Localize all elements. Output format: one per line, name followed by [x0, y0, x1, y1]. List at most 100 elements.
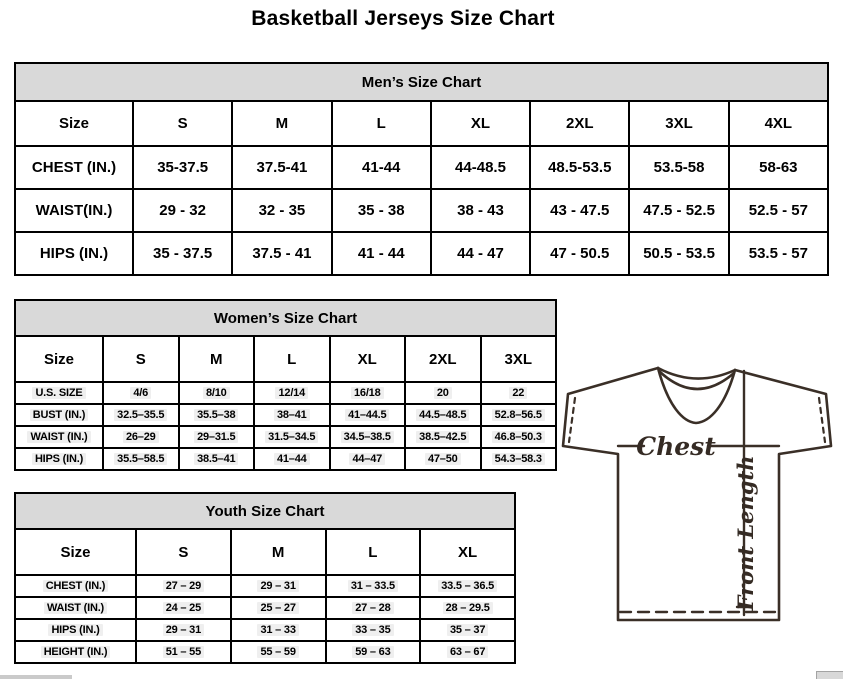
youth-value-cell: 35 – 37 — [419, 618, 516, 642]
womens-value-cell: 54.3–58.3 — [479, 447, 557, 471]
jersey-measurement-diagram: Chest Front Length — [561, 366, 833, 622]
youth-col-header: M — [229, 528, 327, 576]
mens-value-cell: 37.5-41 — [231, 145, 333, 190]
v-neckline — [656, 366, 737, 425]
womens-value-cell: 44–47 — [328, 447, 406, 471]
womens-value-cell: 34.5–38.5 — [328, 425, 406, 449]
mens-value-cell: 47.5 - 52.5 — [628, 188, 730, 233]
womens-row-label: WAIST (IN.) — [14, 425, 104, 449]
youth-row-label: CHEST (IN.) — [14, 574, 137, 598]
youth-value-cell: 55 – 59 — [229, 640, 327, 664]
youth-value-cell: 51 – 55 — [135, 640, 232, 664]
womens-value-cell: 41–44.5 — [328, 403, 406, 427]
womens-value-cell: 47–50 — [404, 447, 482, 471]
mens-row-label: HIPS (IN.) — [14, 231, 134, 276]
youth-value-cell: 25 – 27 — [229, 596, 327, 620]
womens-value-cell: 8/10 — [177, 381, 255, 405]
womens-value-cell: 44.5–48.5 — [404, 403, 482, 427]
mens-value-cell: 58-63 — [727, 145, 830, 190]
jersey-outline — [561, 366, 833, 622]
womens-value-cell: 12/14 — [253, 381, 331, 405]
womens-col-header: XL — [328, 335, 406, 383]
page-title: Basketball Jerseys Size Chart — [251, 7, 555, 30]
womens-col-header: L — [253, 335, 331, 383]
mens-value-cell: 47 - 50.5 — [529, 231, 631, 276]
womens-value-cell: 22 — [479, 381, 557, 405]
youth-col-header: XL — [419, 528, 516, 576]
mens-col-header: M — [231, 100, 333, 147]
mens-value-cell: 35-37.5 — [131, 145, 234, 190]
womens-col-header: M — [177, 335, 255, 383]
womens-value-cell: 26–29 — [102, 425, 180, 449]
youth-value-cell: 33.5 – 36.5 — [419, 574, 516, 598]
mens-value-cell: 53.5-58 — [628, 145, 730, 190]
front-length-label: Front Length — [733, 456, 758, 612]
mens-row-label: CHEST (IN.) — [14, 145, 134, 190]
womens-value-cell: 31.5–34.5 — [253, 425, 331, 449]
collar-band-top — [656, 366, 737, 380]
womens-value-cell: 52.8–56.5 — [479, 403, 557, 427]
youth-value-cell: 59 – 63 — [324, 640, 422, 664]
womens-value-cell: 38.5–41 — [177, 447, 255, 471]
mens-col-header: S — [131, 100, 234, 147]
mens-value-cell: 37.5 - 41 — [231, 231, 333, 276]
mens-value-cell: 44 - 47 — [429, 231, 532, 276]
mens-value-cell: 41-44 — [330, 145, 432, 190]
mens-value-cell: 35 - 37.5 — [131, 231, 234, 276]
youth-value-cell: 27 – 28 — [324, 596, 422, 620]
youth-row-label: HEIGHT (IN.) — [14, 640, 137, 664]
womens-row-label: BUST (IN.) — [14, 403, 104, 427]
youth-col-header: Size — [14, 528, 137, 576]
womens-col-header: 3XL — [479, 335, 557, 383]
horizontal-scrollbar-thumb[interactable] — [0, 675, 72, 679]
womens-col-header: 2XL — [404, 335, 482, 383]
youth-row-label: HIPS (IN.) — [14, 618, 137, 642]
collar-band-bottom — [657, 369, 736, 391]
youth-col-header: S — [135, 528, 232, 576]
mens-value-cell: 38 - 43 — [429, 188, 532, 233]
womens-row-label: U.S. SIZE — [14, 381, 104, 405]
mens-value-cell: 32 - 35 — [231, 188, 333, 233]
womens-value-cell: 16/18 — [328, 381, 406, 405]
womens-size-chart-table: Women’s Size Chart Size S M L XL 2XL 3XL… — [14, 299, 557, 471]
mens-col-header: 2XL — [529, 100, 631, 147]
youth-value-cell: 27 – 29 — [135, 574, 232, 598]
womens-value-cell: 38.5–42.5 — [404, 425, 482, 449]
mens-size-chart-table: Men’s Size Chart Size S M L XL 2XL 3XL 4… — [14, 62, 830, 276]
youth-value-cell: 63 – 67 — [419, 640, 516, 664]
womens-value-cell: 29–31.5 — [177, 425, 255, 449]
youth-value-cell: 33 – 35 — [324, 618, 422, 642]
mens-col-header: Size — [14, 100, 134, 147]
mens-col-header: 4XL — [727, 100, 830, 147]
youth-value-cell: 28 – 29.5 — [419, 596, 516, 620]
front-length-measure-line — [735, 369, 753, 617]
womens-value-cell: 32.5–35.5 — [102, 403, 180, 427]
mens-chart-title: Men’s Size Chart — [14, 62, 829, 102]
mens-value-cell: 41 - 44 — [330, 231, 432, 276]
youth-chart-title: Youth Size Chart — [14, 492, 516, 530]
mens-value-cell: 50.5 - 53.5 — [628, 231, 730, 276]
womens-value-cell: 35.5–38 — [177, 403, 255, 427]
youth-row-label: WAIST (IN.) — [14, 596, 137, 620]
youth-col-header: L — [324, 528, 422, 576]
womens-row-label: HIPS (IN.) — [14, 447, 104, 471]
youth-value-cell: 31 – 33 — [229, 618, 327, 642]
youth-value-cell: 29 – 31 — [135, 618, 232, 642]
mens-value-cell: 52.5 - 57 — [727, 188, 830, 233]
left-cuff-dashed-seam — [567, 396, 577, 444]
womens-value-cell: 4/6 — [102, 381, 180, 405]
youth-value-cell: 24 – 25 — [135, 596, 232, 620]
womens-value-cell: 35.5–58.5 — [102, 447, 180, 471]
womens-chart-title: Women’s Size Chart — [14, 299, 557, 337]
womens-col-header: S — [102, 335, 180, 383]
mens-col-header: 3XL — [628, 100, 730, 147]
womens-value-cell: 20 — [404, 381, 482, 405]
mens-col-header: L — [330, 100, 432, 147]
chest-label: Chest — [636, 432, 716, 461]
scrollbar-corner[interactable] — [816, 671, 843, 679]
womens-value-cell: 38–41 — [253, 403, 331, 427]
womens-value-cell: 41–44 — [253, 447, 331, 471]
youth-value-cell: 31 – 33.5 — [324, 574, 422, 598]
mens-row-label: WAIST(IN.) — [14, 188, 134, 233]
